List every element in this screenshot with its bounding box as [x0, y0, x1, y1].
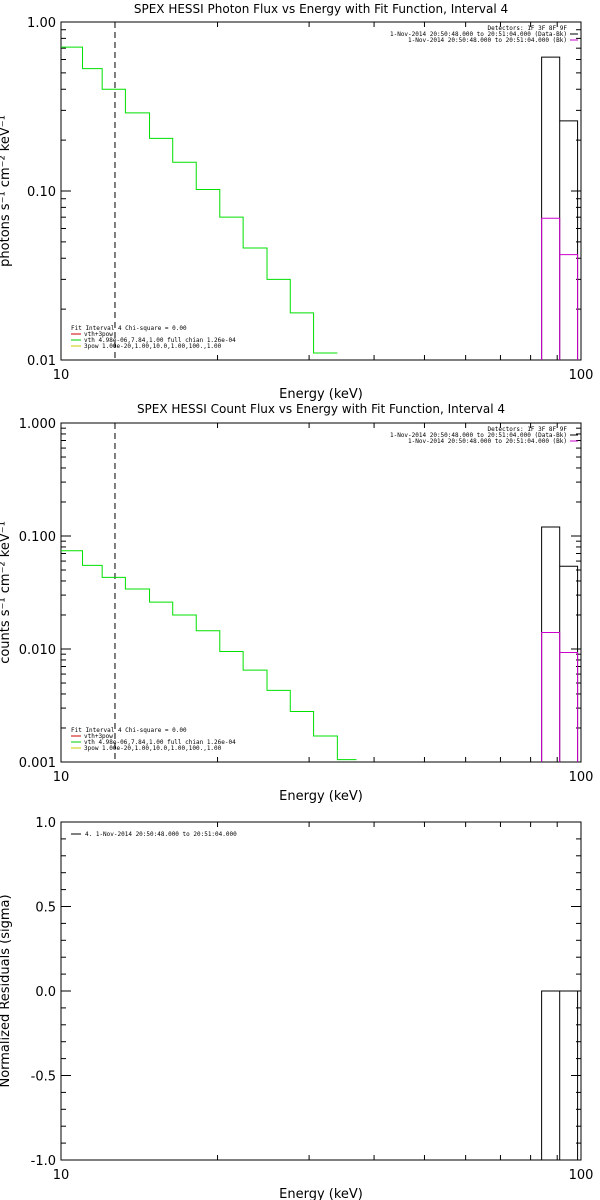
series-2 — [541, 217, 579, 360]
legend-entry: 1-Nov-2014 20:50:48.000 to 20:51:04.000 … — [408, 438, 567, 445]
y-tick-label: 0.01 — [27, 354, 56, 369]
y-tick-label: 0.001 — [19, 756, 56, 771]
x-tick-label: 10 — [53, 368, 70, 383]
x-axis-label: Energy (keV) — [279, 387, 363, 402]
y-tick-label: -1.0 — [31, 1154, 56, 1169]
y-axis-label: photons s⁻¹ cm⁻² keV⁻¹ — [0, 115, 13, 267]
legend-entry: vth 4.98e-06,7.84,1.00 full chian 1.26e-… — [84, 739, 236, 746]
y-axis-label: Normalized Residuals (sigma) — [0, 894, 13, 1087]
spectrum-step-line — [61, 550, 357, 761]
legend-entry: 4. 1-Nov-2014 20:50:48.000 to 20:51:04.0… — [85, 831, 237, 838]
legend-entry: Fit Interval 4 Chi-square = 0.00 — [71, 727, 187, 734]
legend-entry: 1-Nov-2014 20:50:48.000 to 20:51:04.000 … — [390, 31, 567, 38]
series-0 — [61, 550, 357, 761]
legend-entry: Detectors: 1F 3F 8F 9F — [488, 25, 568, 32]
legend-entry: vth+3pow — [84, 733, 113, 740]
histogram-bar-outline — [541, 56, 579, 360]
y-tick-label: 0.010 — [19, 643, 56, 658]
x-axis-label: Energy (keV) — [279, 789, 363, 804]
y-tick-label: 0.10 — [27, 185, 56, 200]
x-tick-label: 10 — [53, 1168, 70, 1183]
x-tick-label: 100 — [569, 1168, 594, 1183]
legend-entry: 1-Nov-2014 20:50:48.000 to 20:51:04.000 … — [390, 432, 567, 439]
plot-frame — [60, 422, 582, 763]
x-tick-label: 100 — [569, 368, 594, 383]
chart-title: SPEX HESSI Photon Flux vs Energy with Fi… — [134, 2, 508, 16]
histogram-bar-outline — [541, 526, 579, 762]
y-tick-label: 0.100 — [19, 530, 56, 545]
y-tick-label: 0.5 — [35, 901, 56, 916]
legend-entry: 3pow 1.00e-20,1.00,10.0,1.00,100.,1.00 — [84, 343, 222, 350]
series-2 — [541, 631, 579, 762]
y-tick-label: 0.0 — [35, 985, 56, 1000]
y-tick-label: 1.0 — [35, 816, 56, 831]
series-0 — [61, 46, 338, 354]
legend-entry: 3pow 1.00e-20,1.00,10.0,1.00,100.,1.00 — [84, 745, 222, 752]
legend-entry: Detectors: 1F 3F 8F 9F — [488, 426, 568, 433]
chart-title: SPEX HESSI Count Flux vs Energy with Fit… — [137, 402, 505, 416]
histogram-bar-outline — [541, 631, 579, 762]
y-axis-label: counts s⁻¹ cm⁻² keV⁻¹ — [0, 521, 13, 664]
spectrum-step-line — [61, 46, 338, 354]
y-tick-label: -0.5 — [31, 1070, 56, 1085]
series-0 — [541, 990, 579, 1160]
legend-entry: Fit Interval 4 Chi-square = 0.00 — [71, 325, 187, 332]
x-tick-label: 10 — [53, 770, 70, 785]
y-tick-label: 1.00 — [27, 16, 56, 31]
plot-frame — [60, 21, 582, 361]
plot-frame — [60, 821, 582, 1161]
legend-entry: vth 4.98e-06,7.84,1.00 full chian 1.26e-… — [84, 337, 236, 344]
histogram-bar-outline — [541, 217, 579, 360]
legend-entry: 1-Nov-2014 20:50:48.000 to 20:51:04.000 … — [408, 37, 567, 44]
x-tick-label: 100 — [569, 770, 594, 785]
x-axis-label: Energy (keV) — [279, 1187, 363, 1200]
legend-entry: vth+3pow — [84, 331, 113, 338]
y-tick-label: 1.000 — [19, 417, 56, 432]
